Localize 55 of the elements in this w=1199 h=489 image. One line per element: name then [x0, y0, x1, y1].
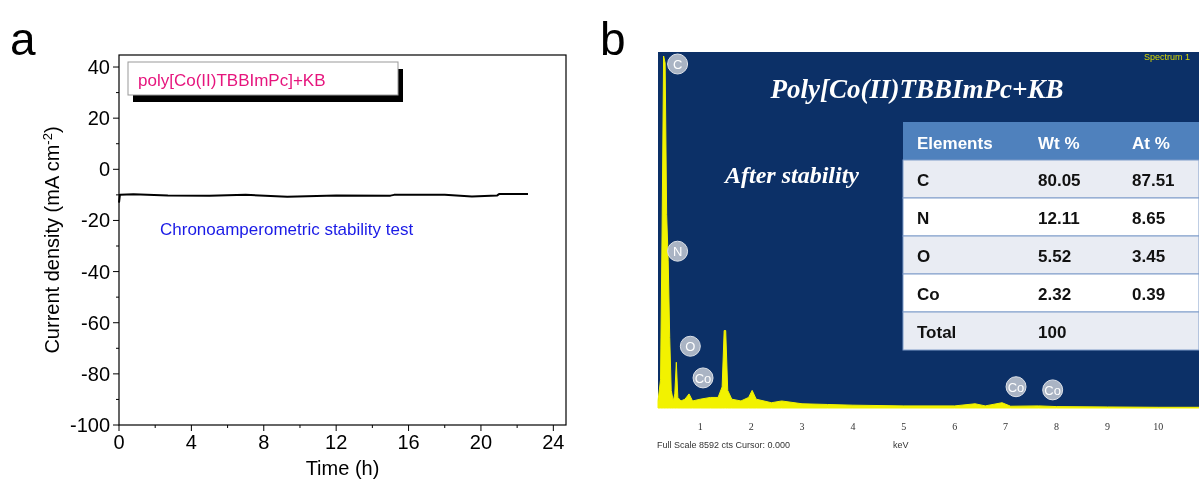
annotation: Spectrum 1 [1143, 52, 1190, 62]
text: 2.32 [1038, 285, 1072, 304]
y-tick-label: -60 [81, 311, 110, 334]
text: Elements [917, 134, 993, 153]
x-tick-label: 1 [697, 421, 703, 432]
x-tick-label: 7 [1003, 421, 1009, 432]
x-tick-label: 6 [952, 421, 958, 432]
annotation: Poly[Co(II)TBBImPc+KB [769, 74, 1064, 104]
x-tick-label: 8 [258, 431, 270, 453]
y-tick-label: 40 [87, 56, 110, 79]
category-label: Wt % [1038, 134, 1080, 153]
text: 8.65 [1132, 209, 1166, 228]
chart-title: b [600, 13, 626, 65]
x-tick-label: 0 [113, 431, 125, 453]
category-label: Co [917, 285, 940, 304]
annotation: After stability [723, 162, 860, 188]
x-tick-label: 2 [748, 421, 754, 432]
text: 5.52 [1038, 247, 1072, 266]
x-axis-title: keV [893, 440, 909, 450]
x-tick-label: 4 [185, 431, 197, 453]
text: 80.05 [1038, 171, 1081, 190]
y-tick-label: -100 [69, 414, 110, 436]
annotation: N [672, 244, 683, 260]
x-tick-label: 5 [901, 421, 907, 432]
category-label: O [917, 247, 931, 266]
x-tick-label: 20 [469, 431, 493, 453]
y-tick-label: 20 [87, 107, 110, 130]
x-tick-label: 24 [542, 431, 565, 453]
category-label: Total [917, 323, 957, 342]
text: 3.45 [1132, 247, 1166, 266]
category-label: N [917, 209, 930, 228]
annotation: poly[Co(II)TBBImPc]+KB [138, 71, 326, 90]
y-tick-label: -80 [81, 362, 110, 385]
text: 87.51 [1132, 171, 1175, 190]
y-tick-label: -20 [81, 209, 110, 232]
x-tick-label: 12 [325, 431, 348, 453]
x-tick-label: 3 [799, 421, 805, 432]
x-tick-label: 16 [397, 431, 420, 453]
chart-title: a [10, 13, 36, 65]
x-axis-title: Time (h) [305, 457, 380, 479]
y-tick-label: -40 [81, 260, 110, 283]
x-tick-label: 10 [1153, 421, 1164, 432]
text: 12.11 [1038, 209, 1080, 228]
annotation: C [672, 57, 683, 72]
annotation: Chronoamperometric stability test [160, 220, 414, 239]
text: 100 [1038, 323, 1067, 342]
y-tick-label: 0 [98, 158, 110, 181]
annotation: O [685, 339, 696, 355]
x-tick-label: 8 [1054, 421, 1059, 432]
category-label: At % [1132, 134, 1170, 153]
x-tick-label: 9 [1104, 421, 1110, 432]
x-tick-label: 4 [850, 421, 856, 432]
text: 0.39 [1132, 285, 1166, 304]
category-label: C [917, 171, 930, 190]
text: Full Scale 8592 cts Cursor: 0.000 [657, 440, 791, 450]
